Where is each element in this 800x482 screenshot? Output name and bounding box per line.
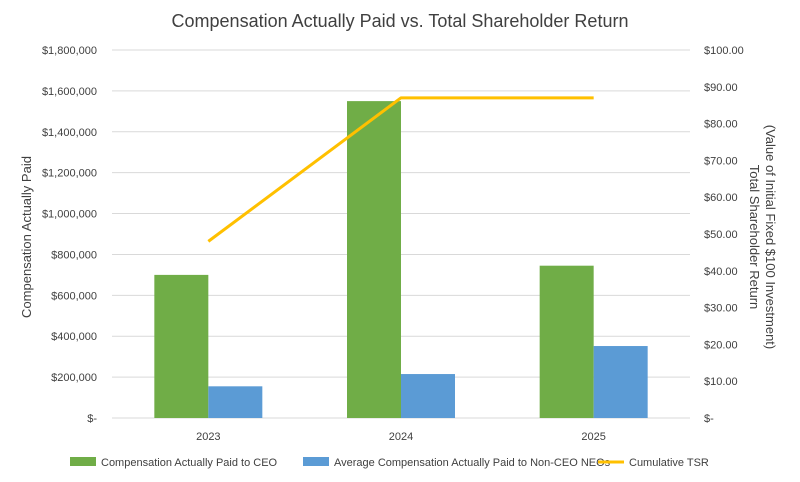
- right-tick-label: $90.00: [704, 82, 738, 94]
- left-tick-label: $800,000: [51, 249, 97, 261]
- right-tick-label: $50.00: [704, 229, 738, 241]
- right-tick-label: $80.00: [704, 119, 738, 131]
- left-tick-label: $1,400,000: [42, 127, 97, 139]
- x-tick-label: 2023: [196, 431, 220, 443]
- legend-label: Cumulative TSR: [629, 457, 709, 469]
- tsr-line-layer: [207, 96, 594, 243]
- bar: [347, 101, 401, 418]
- right-tick-label: $40.00: [704, 266, 738, 278]
- x-axis-ticks: 2023 2024 2025: [196, 431, 606, 443]
- bars: [154, 101, 648, 418]
- bar: [208, 386, 263, 418]
- tsr-line: [207, 96, 594, 243]
- bar: [593, 346, 648, 418]
- bar: [154, 274, 209, 418]
- right-axis-title-line1: Total Shareholder Return: [747, 165, 762, 310]
- left-tick-label: $1,200,000: [42, 168, 97, 180]
- right-tick-label: $60.00: [704, 192, 738, 204]
- left-axis-title: Compensation Actually Paid: [19, 156, 34, 318]
- left-tick-label: $400,000: [51, 331, 97, 343]
- bar: [401, 374, 455, 418]
- left-tick-label: $200,000: [51, 372, 97, 384]
- right-tick-label: $10.00: [704, 376, 738, 388]
- right-axis-title-line2: (Value of Initial Fixed $100 Investment): [763, 125, 778, 350]
- legend-label: Compensation Actually Paid to CEO: [101, 457, 278, 469]
- right-tick-label: $20.00: [704, 339, 738, 351]
- bar: [539, 265, 594, 418]
- chart-title: Compensation Actually Paid vs. Total Sha…: [172, 11, 629, 31]
- x-tick-label: 2025: [581, 431, 605, 443]
- left-tick-label: $1,000,000: [42, 209, 97, 221]
- left-tick-label: $1,600,000: [42, 86, 97, 98]
- left-tick-label: $-: [87, 413, 97, 425]
- right-tick-label: $70.00: [704, 155, 738, 167]
- left-axis-ticks: $- $200,000 $400,000 $600,000 $800,000 $1,000…: [42, 45, 97, 425]
- right-tick-label: $-: [704, 413, 714, 425]
- x-tick-label: 2024: [389, 431, 413, 443]
- left-tick-label: $600,000: [51, 290, 97, 302]
- legend: Compensation Actually Paid to CEO Average…: [70, 457, 709, 469]
- left-tick-label: $1,800,000: [42, 45, 97, 57]
- right-tick-label: $100.00: [704, 45, 744, 57]
- right-tick-label: $30.00: [704, 303, 738, 315]
- right-axis-ticks: $- $10.00 $20.00 $30.00 $40.00 $50.00 $60.00 $7…: [704, 45, 744, 425]
- legend-label: Average Compensation Actually Paid to No…: [334, 457, 611, 469]
- legend-swatch: [70, 457, 96, 466]
- legend-swatch: [303, 457, 329, 466]
